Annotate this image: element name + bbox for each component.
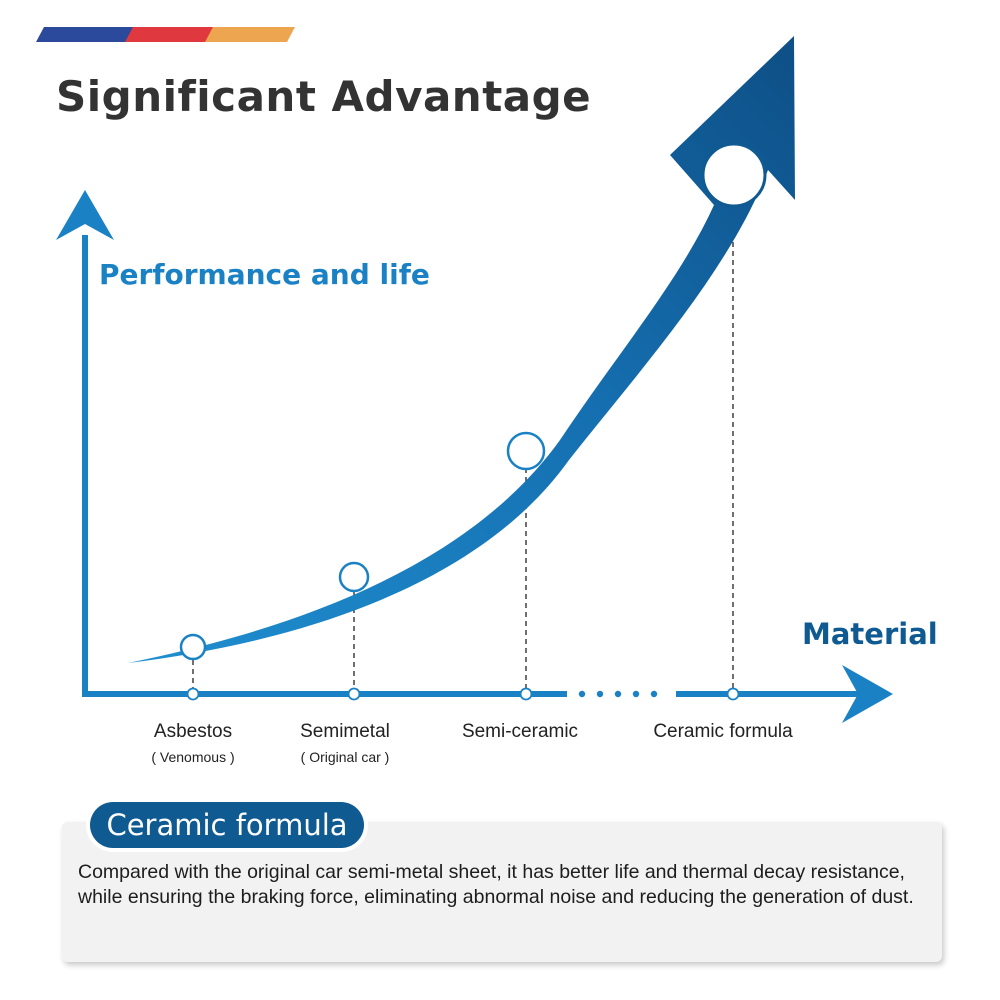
stripe-orange [205, 27, 295, 42]
rising-curve-arrow-icon [128, 36, 795, 663]
ellipsis-dot [596, 690, 604, 698]
marker-ceramic-formula [701, 142, 767, 208]
info-card-title: Ceramic formula [90, 802, 364, 848]
marker-asbestos [179, 633, 207, 661]
category-name: Ceramic formula [653, 721, 793, 742]
info-card-body: Compared with the original car semi-meta… [78, 861, 914, 908]
axis-ticks [186, 687, 740, 701]
ellipsis-dot [614, 690, 622, 698]
category-label-ceramic-formula: Ceramic formula [613, 720, 833, 747]
ellipsis-dot [632, 690, 640, 698]
category-label-asbestos: Asbestos ( Venomous ) [83, 720, 303, 767]
x-axis [82, 665, 893, 723]
stripe-blue [36, 27, 135, 42]
category-label-semi-ceramic: Semi-ceramic [410, 720, 630, 747]
category-note: ( Original car ) [300, 749, 390, 765]
category-note: ( Venomous ) [151, 749, 235, 765]
x-axis-label: Material [802, 617, 938, 651]
y-axis-label: Performance and life [99, 258, 430, 291]
performance-diagram [56, 36, 893, 723]
ellipsis-dot [650, 690, 658, 698]
page-title: Significant Advantage [56, 72, 592, 121]
category-name: Semimetal [300, 721, 390, 742]
stripe-red [125, 27, 215, 42]
ellipsis-dot [578, 690, 586, 698]
category-name: Semi-ceramic [461, 721, 579, 742]
curve-markers [179, 142, 767, 661]
category-label-semimetal: Semimetal ( Original car ) [235, 720, 455, 767]
y-axis-arrow-icon [56, 190, 114, 240]
info-card-title-pill: Ceramic formula [86, 798, 368, 852]
category-name: Asbestos [153, 721, 233, 742]
marker-semimetal [338, 561, 370, 593]
marker-semi-ceramic [506, 431, 546, 471]
y-axis [56, 190, 114, 697]
x-axis-arrow-icon [842, 665, 893, 723]
